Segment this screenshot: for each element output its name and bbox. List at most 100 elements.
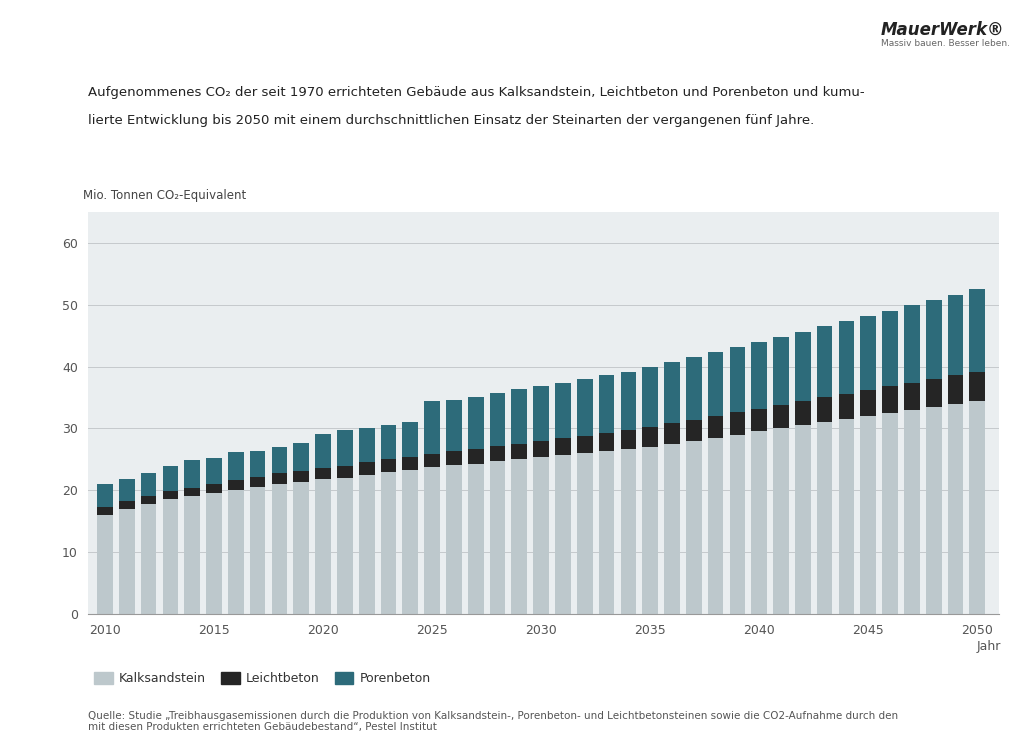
Bar — [206, 493, 221, 614]
Bar — [774, 429, 789, 614]
Bar — [206, 458, 221, 484]
Bar — [272, 484, 287, 614]
Bar — [337, 466, 352, 478]
Bar — [294, 471, 309, 482]
Bar — [883, 413, 898, 614]
Bar — [381, 426, 397, 459]
Bar — [838, 419, 854, 614]
Bar — [403, 470, 418, 614]
Bar — [883, 386, 898, 413]
Bar — [163, 491, 178, 499]
Bar — [643, 427, 658, 447]
Bar — [751, 341, 767, 408]
Bar — [403, 422, 418, 458]
Bar — [795, 426, 811, 614]
Bar — [686, 356, 701, 420]
Bar — [555, 455, 571, 614]
Bar — [729, 434, 746, 614]
Bar — [664, 444, 680, 614]
Bar — [969, 289, 985, 371]
Bar — [206, 484, 221, 493]
Bar — [534, 385, 549, 441]
Bar — [620, 449, 637, 614]
Text: Quelle: Studie „Treibhausgasemissionen durch die Produktion von Kalksandstein-, : Quelle: Studie „Treibhausgasemissionen d… — [88, 711, 898, 732]
Bar — [534, 458, 549, 614]
Text: Jahr: Jahr — [976, 640, 1001, 653]
Bar — [446, 452, 461, 466]
Bar — [643, 447, 658, 614]
Bar — [512, 389, 527, 444]
Bar — [97, 484, 113, 507]
Bar — [817, 422, 832, 614]
Bar — [163, 499, 178, 614]
Text: lierte Entwicklung bis 2050 mit einem durchschnittlichen Einsatz der Steinarten : lierte Entwicklung bis 2050 mit einem du… — [88, 114, 814, 126]
Bar — [774, 337, 789, 405]
Bar — [817, 327, 832, 397]
Text: Aufgenommenes CO₂ der seit 1970 errichteten Gebäude aus Kalksandstein, Leichtbet: Aufgenommenes CO₂ der seit 1970 errichte… — [88, 86, 864, 98]
Bar — [555, 382, 571, 438]
Bar — [163, 466, 178, 491]
Bar — [708, 437, 723, 614]
Text: Mio. Tonnen CO₂-Equivalent: Mio. Tonnen CO₂-Equivalent — [83, 189, 246, 202]
Bar — [620, 371, 637, 430]
Bar — [358, 475, 375, 614]
Text: RECARBONATISIERUNG: RECARBONATISIERUNG — [13, 57, 146, 68]
Bar — [664, 362, 680, 423]
Bar — [620, 430, 637, 449]
Bar — [969, 400, 985, 614]
Bar — [926, 379, 941, 407]
Bar — [446, 466, 461, 614]
Bar — [686, 420, 701, 440]
Bar — [315, 468, 331, 479]
Bar — [774, 405, 789, 429]
Bar — [424, 401, 440, 454]
Bar — [795, 401, 811, 426]
Bar — [598, 433, 615, 452]
Bar — [446, 400, 461, 452]
Bar — [860, 316, 877, 390]
Bar — [468, 449, 483, 464]
Bar — [141, 504, 157, 614]
Bar — [817, 397, 832, 422]
Bar — [708, 416, 723, 437]
Bar — [141, 496, 157, 504]
Bar — [948, 404, 963, 614]
Bar — [272, 447, 287, 473]
Bar — [184, 460, 200, 488]
Bar — [337, 430, 352, 466]
Bar — [184, 496, 200, 614]
Bar — [228, 481, 244, 490]
Bar — [489, 446, 506, 461]
Bar — [838, 321, 854, 394]
Bar — [228, 490, 244, 614]
Text: Massiv bauen. Besser leben.: Massiv bauen. Besser leben. — [881, 39, 1009, 48]
Bar — [250, 477, 266, 487]
Bar — [489, 393, 506, 446]
Bar — [489, 461, 506, 614]
Bar — [534, 441, 549, 458]
Bar — [381, 472, 397, 614]
Bar — [708, 353, 723, 416]
Bar — [555, 438, 571, 455]
Bar — [294, 482, 309, 614]
Bar — [250, 451, 266, 477]
Bar — [118, 509, 135, 614]
Bar — [577, 379, 592, 436]
Bar — [577, 436, 592, 453]
Bar — [643, 367, 658, 427]
Bar — [468, 464, 483, 614]
Bar — [926, 407, 941, 614]
Bar — [751, 432, 767, 614]
Bar — [97, 507, 113, 515]
Bar — [664, 423, 680, 444]
Bar — [358, 429, 375, 462]
Bar — [729, 412, 746, 434]
Bar — [381, 459, 397, 472]
Bar — [512, 459, 527, 614]
Bar — [948, 295, 963, 375]
Bar — [358, 462, 375, 475]
Bar — [141, 473, 157, 496]
Bar — [97, 515, 113, 614]
Bar — [838, 394, 854, 419]
Legend: Kalksandstein, Leichtbeton, Porenbeton: Kalksandstein, Leichtbeton, Porenbeton — [94, 673, 431, 685]
